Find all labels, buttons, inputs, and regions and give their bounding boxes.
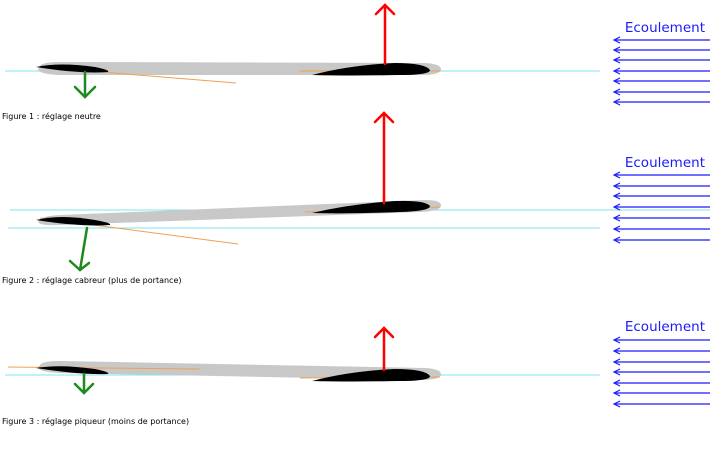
figure-caption: Figure 1 : réglage neutre xyxy=(2,111,101,121)
arrow-left-icon xyxy=(612,358,710,366)
arrow-left-icon xyxy=(612,336,710,344)
arrow-down-icon xyxy=(73,372,95,395)
arrow-left-icon xyxy=(612,182,710,190)
flow-arrows xyxy=(612,336,710,408)
figure-1: Ecoulement Figure 1 : réglage neutre xyxy=(2,3,710,121)
arrow-left-icon xyxy=(612,347,710,355)
figure-caption: Figure 3 : réglage piqueur (moins de por… xyxy=(2,416,189,426)
flow-label: Ecoulement xyxy=(625,319,705,335)
arrow-left-icon xyxy=(612,400,710,408)
arrow-up-icon xyxy=(373,111,395,205)
figure-caption: Figure 2 : réglage cabreur (plus de port… xyxy=(2,275,182,285)
arrow-left-icon xyxy=(612,98,710,106)
flow-arrows xyxy=(612,171,710,244)
arrow-left-icon xyxy=(612,67,710,75)
wing-airfoil xyxy=(312,200,430,214)
arrow-left-icon xyxy=(612,225,710,233)
flow-label: Ecoulement xyxy=(625,20,705,36)
tail-airfoil xyxy=(36,217,111,226)
arrow-left-icon xyxy=(612,88,710,96)
arrow-up-icon xyxy=(373,326,395,372)
arrow-left-icon xyxy=(612,203,710,211)
fuselage xyxy=(38,200,442,226)
arrow-left-icon xyxy=(612,171,710,179)
arrow-down-icon xyxy=(68,226,91,272)
arrow-left-icon xyxy=(612,368,710,376)
flow-arrows xyxy=(612,36,710,106)
arrow-left-icon xyxy=(612,214,710,222)
arrow-down-icon xyxy=(73,70,97,99)
arrow-left-icon xyxy=(612,192,710,200)
arrow-left-icon xyxy=(612,236,710,244)
arrow-left-icon xyxy=(612,46,710,54)
wing-airfoil xyxy=(312,369,430,382)
figure-3: Ecoulement Figure 3 : réglage piqueur (m… xyxy=(2,319,710,426)
tail-airfoil xyxy=(36,64,109,73)
arrow-left-icon xyxy=(612,389,710,397)
arrow-left-icon xyxy=(612,36,710,44)
flow-label: Ecoulement xyxy=(625,155,705,171)
arrow-left-icon xyxy=(612,77,710,85)
wing-airfoil xyxy=(312,63,430,76)
tail-airfoil xyxy=(36,366,109,375)
arrow-left-icon xyxy=(612,379,710,387)
arrow-up-icon xyxy=(374,3,396,66)
figure-2: Ecoulement Figure 2 : réglage cabreur (p… xyxy=(2,111,710,285)
arrow-left-icon xyxy=(612,56,710,64)
tail-chord-line xyxy=(7,366,201,370)
